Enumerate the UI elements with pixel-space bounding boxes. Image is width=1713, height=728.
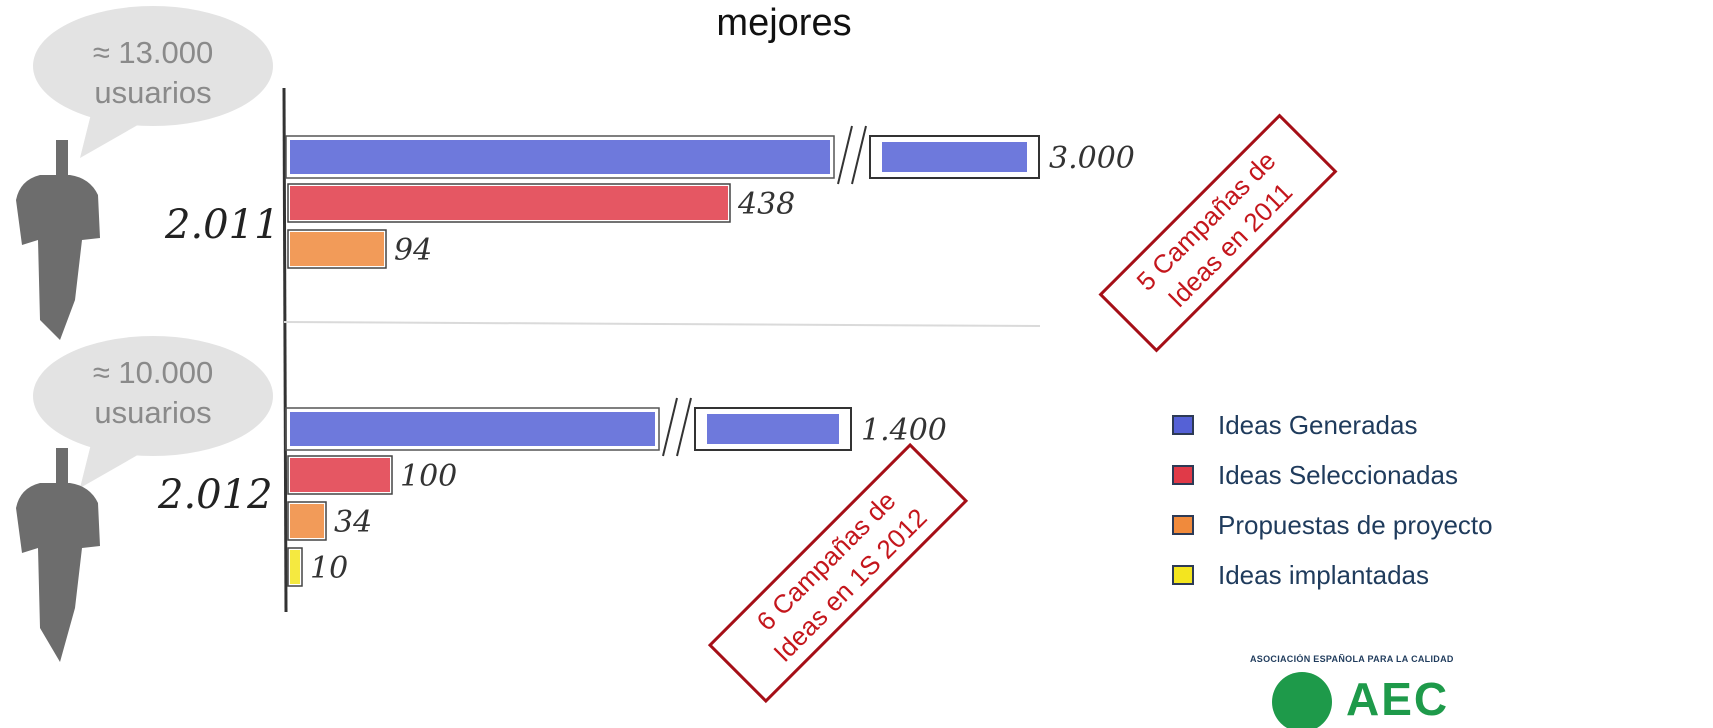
axis-break-mark	[676, 397, 692, 457]
bar	[290, 458, 390, 492]
bar-outline	[287, 547, 303, 587]
bars-layer: 3.000 438 94 1.400 100 34 10	[285, 125, 1135, 587]
legend: Ideas Generadas Ideas Seleccionadas Prop…	[1172, 400, 1493, 600]
users-bubble-2012: ≈ 10.000 usuarios	[33, 336, 273, 456]
logo-subtitle: ASOCIACIÓN ESPAÑOLA PARA LA CALIDAD	[1250, 654, 1454, 664]
aec-logo: ASOCIACIÓN ESPAÑOLA PARA LA CALIDAD AEC	[1250, 654, 1530, 728]
logo-mark-icon	[1272, 672, 1332, 728]
legend-item-seleccionadas: Ideas Seleccionadas	[1172, 450, 1493, 500]
bar-outline	[287, 455, 393, 495]
users-bubble-2011: ≈ 13.000 usuarios	[33, 6, 273, 126]
axis-break-mark	[851, 125, 867, 185]
legend-swatch-yellow	[1172, 565, 1194, 585]
bar	[290, 504, 324, 538]
bar-value-label: 100	[400, 459, 457, 494]
bar-value-label: 1.400	[861, 413, 947, 448]
legend-label: Ideas implantadas	[1218, 559, 1430, 590]
bar-value-label: 438	[737, 187, 795, 222]
bar-tail	[882, 142, 1027, 172]
bar-main	[290, 140, 830, 174]
legend-label: Propuestas de proyecto	[1218, 509, 1493, 540]
bubble-tail-2011	[80, 110, 150, 158]
axis-break-mark	[662, 397, 678, 457]
group-label-2011: 2.011	[164, 202, 280, 248]
bubble-2011-label: usuarios	[94, 75, 212, 110]
chart-title: mejores	[716, 2, 852, 44]
legend-swatch-red	[1172, 465, 1194, 485]
bar-outline	[287, 229, 387, 269]
bar-outline	[287, 501, 327, 541]
logo-name: AEC	[1346, 673, 1450, 725]
bar	[290, 186, 728, 220]
legend-item-propuestas: Propuestas de proyecto	[1172, 500, 1493, 550]
bar-tail-outline	[694, 407, 852, 451]
bar-outline	[285, 407, 660, 451]
bar-tail	[707, 414, 839, 444]
legend-item-generadas: Ideas Generadas	[1172, 400, 1493, 450]
bubble-2011-count: ≈ 13.000	[92, 35, 214, 70]
bar	[290, 232, 384, 266]
bar-tail-outline	[869, 135, 1040, 179]
legend-label: Ideas Generadas	[1218, 409, 1418, 440]
bar-value-label: 34	[334, 505, 372, 540]
legend-label: Ideas Seleccionadas	[1218, 459, 1458, 490]
bar	[290, 550, 300, 584]
bar-outline	[287, 183, 731, 223]
bar-outline	[285, 135, 835, 179]
axis-break-mark	[837, 125, 853, 185]
group-label-2012: 2.012	[157, 472, 273, 518]
bar-value-label: 94	[394, 233, 432, 268]
bubble-tail-2012	[80, 440, 150, 488]
legend-swatch-blue	[1172, 415, 1194, 435]
bar-main	[290, 412, 655, 446]
group-divider	[283, 321, 1041, 327]
bar-value-label: 3.000	[1049, 141, 1135, 176]
legend-item-implantadas: Ideas implantadas	[1172, 550, 1493, 600]
person-figure-2012	[16, 448, 100, 662]
bar-value-label: 10	[310, 551, 348, 586]
legend-swatch-orange	[1172, 515, 1194, 535]
bubble-2012-count: ≈ 10.000	[92, 355, 214, 390]
y-axis-line	[282, 87, 288, 613]
bubble-2012-label: usuarios	[94, 395, 212, 430]
person-figure-2011	[16, 140, 100, 340]
